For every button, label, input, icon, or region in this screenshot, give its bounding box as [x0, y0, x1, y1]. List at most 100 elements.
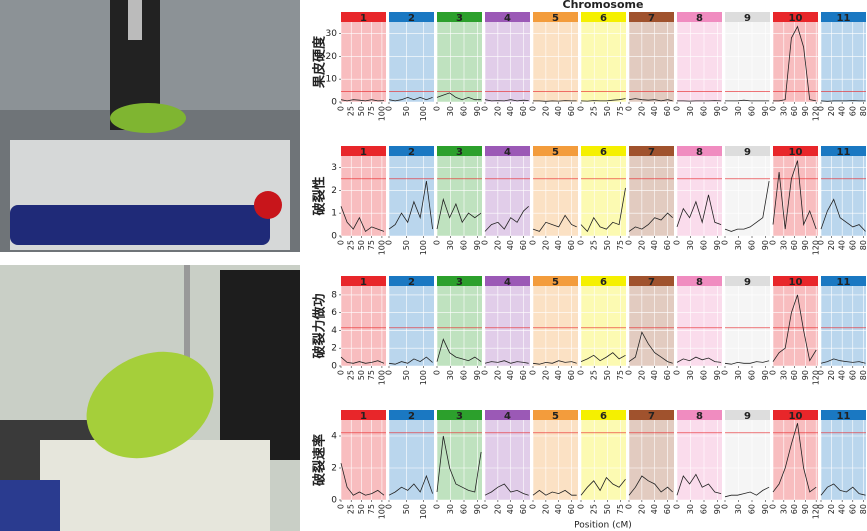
lod-line: [340, 356, 385, 364]
panel-background: [533, 22, 578, 102]
panel-background: [485, 286, 530, 366]
x-tick-label: 0: [769, 106, 778, 111]
x-tick-label: 60: [700, 106, 709, 116]
panel-background: [725, 22, 770, 102]
panel-background: [821, 286, 866, 366]
strip: [485, 410, 530, 420]
strip: [629, 12, 674, 22]
strip: [629, 276, 674, 286]
y-axis-label: 破裂性: [312, 176, 328, 215]
x-tick-label: 60: [848, 106, 857, 116]
strip-label: 11: [837, 411, 851, 422]
x-tick-label: 40: [838, 106, 847, 116]
x-tick-label: 60: [567, 370, 576, 380]
x-tick-label: 40: [838, 240, 847, 250]
x-tick-label: 20: [827, 240, 836, 250]
strip: [437, 410, 482, 420]
x-tick-label: 100: [377, 504, 386, 519]
strip: [581, 276, 626, 286]
strip: [533, 146, 578, 156]
panel-background: [389, 420, 434, 500]
x-tick-label: 60: [519, 106, 528, 116]
y-tick-label: 2: [331, 464, 337, 474]
strip-label: 10: [789, 411, 803, 422]
x-tick-label: 90: [713, 504, 722, 514]
strip-label: 4: [504, 411, 511, 422]
strip-label: 4: [504, 147, 511, 158]
x-tick-label: 0: [433, 240, 442, 245]
x-tick-label: 75: [367, 504, 376, 514]
x-tick-label: 30: [686, 370, 695, 380]
x-tick-label: 0: [625, 106, 634, 111]
x-tick-label: 0: [385, 370, 394, 375]
x-tick-label: 120: [812, 370, 821, 385]
x-tick-label: 0: [721, 240, 730, 245]
lod-line: [773, 25, 817, 102]
panel-background: [677, 156, 722, 236]
x-tick-label: 0: [625, 504, 634, 509]
x-tick-label: 60: [567, 504, 576, 514]
x-tick-label: 40: [650, 370, 659, 380]
strip: [341, 146, 386, 156]
strip: [437, 12, 482, 22]
x-tick-label: 40: [838, 504, 847, 514]
lod-line: [533, 100, 577, 102]
x-tick-label: 75: [367, 370, 376, 380]
x-tick-label: 20: [541, 504, 550, 514]
x-tick-label: 25: [590, 504, 599, 514]
strip-label: 5: [552, 13, 559, 24]
x-tick-label: 0: [817, 370, 826, 375]
x-tick-label: 60: [519, 370, 528, 380]
x-tick-label: 100: [419, 240, 428, 255]
lod-line: [580, 187, 626, 233]
x-tick-label: 75: [616, 504, 625, 514]
lod-line: [772, 294, 817, 362]
panel-background: [677, 420, 722, 500]
x-tick-label: 20: [541, 106, 550, 116]
strip-label: 3: [456, 147, 463, 158]
x-tick-label: 60: [460, 504, 469, 514]
panel-background: [581, 286, 626, 366]
strip: [725, 146, 770, 156]
x-tick-label: 0: [769, 504, 778, 509]
strip-label: 1: [360, 13, 367, 24]
lod-line: [724, 181, 770, 232]
strip: [725, 410, 770, 420]
photo-bottom: [0, 265, 300, 531]
x-tick-label: 60: [790, 370, 799, 380]
y-tick-label: 10: [326, 75, 338, 85]
lod-line: [628, 98, 673, 102]
x-tick-label: 0: [385, 504, 394, 509]
x-tick-label: 0: [337, 504, 346, 509]
lod-line: [628, 475, 673, 496]
x-tick-label: 30: [779, 106, 788, 116]
x-tick-label: 0: [577, 240, 586, 245]
x-tick-label: 0: [625, 370, 634, 375]
x-tick-label: 30: [686, 240, 695, 250]
strip: [677, 146, 722, 156]
strip: [581, 410, 626, 420]
x-tick-label: 20: [541, 370, 550, 380]
strip: [677, 410, 722, 420]
strip-label: 11: [837, 277, 851, 288]
panel-background: [581, 22, 626, 102]
strip-label: 6: [600, 13, 607, 24]
x-tick-label: 30: [446, 106, 455, 116]
x-tick-label: 0: [673, 504, 682, 509]
x-tick-label: 20: [637, 106, 646, 116]
x-tick-label: 60: [460, 106, 469, 116]
panel-background: [629, 286, 674, 366]
panel-background: [581, 156, 626, 236]
x-tick-label: 75: [616, 370, 625, 380]
lod-line: [436, 92, 482, 101]
strip: [389, 276, 434, 286]
lod-line: [580, 98, 626, 102]
x-tick-label: 0: [769, 240, 778, 245]
x-tick-label: 20: [493, 504, 502, 514]
lod-line: [628, 212, 673, 232]
y-tick-label: 30: [326, 29, 338, 39]
x-tick-label: 60: [790, 240, 799, 250]
lod-line: [388, 181, 433, 230]
strip: [437, 146, 482, 156]
